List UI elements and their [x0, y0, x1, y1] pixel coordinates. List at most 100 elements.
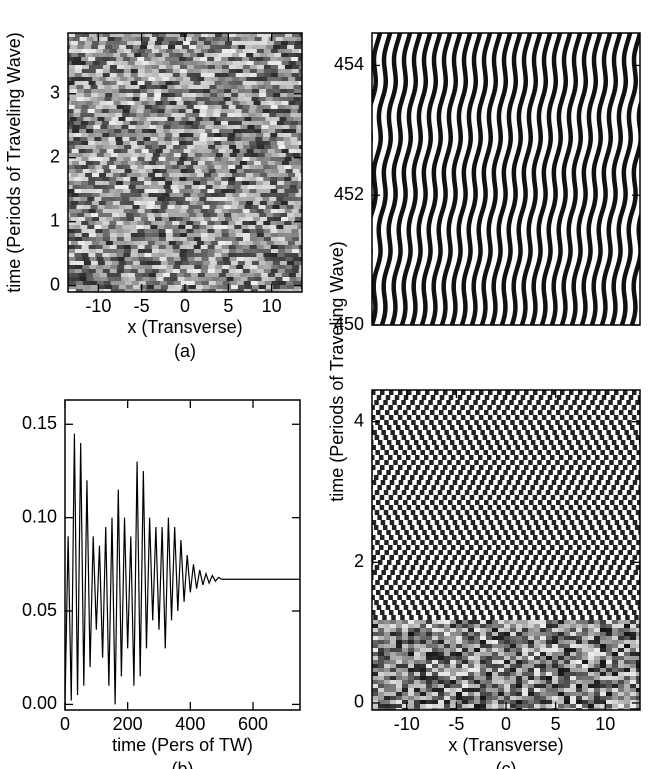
pattern-cell — [498, 652, 505, 657]
pattern-cell — [432, 628, 439, 633]
pattern-cell — [613, 545, 618, 550]
pattern-cell — [416, 415, 421, 420]
pattern-cell — [438, 640, 445, 645]
pattern-cell — [162, 193, 170, 198]
pattern-cell — [456, 620, 463, 625]
pattern-cell — [396, 696, 403, 701]
pattern-cell — [165, 141, 173, 146]
pattern-cell — [398, 585, 403, 590]
pattern-cell — [108, 197, 116, 202]
pattern-cell — [629, 395, 634, 400]
pattern-cell — [528, 510, 533, 515]
pattern-cell — [221, 109, 229, 114]
pattern-cell — [543, 520, 548, 525]
pattern-cell — [100, 61, 108, 66]
pattern-cell — [570, 700, 577, 705]
pattern-cell — [390, 480, 395, 485]
pattern-cell — [116, 253, 124, 258]
pattern-cell — [183, 41, 191, 46]
pattern-cell — [582, 620, 589, 625]
pattern-cell — [214, 57, 222, 62]
pattern-cell — [442, 455, 447, 460]
pattern-cell — [569, 535, 574, 540]
pattern-cell — [186, 221, 194, 226]
pattern-cell — [501, 435, 506, 440]
pattern-cell — [602, 605, 607, 610]
pattern-cell — [432, 680, 439, 685]
pattern-cell — [624, 688, 631, 693]
pattern-cell — [618, 648, 625, 653]
pattern-cell — [289, 161, 297, 166]
pattern-cell — [114, 61, 122, 66]
pattern-cell — [518, 600, 523, 605]
pattern-cell — [208, 209, 216, 214]
pattern-cell — [522, 640, 529, 645]
pattern-cell — [549, 560, 554, 565]
pattern-cell — [380, 495, 385, 500]
pattern-cell — [396, 648, 403, 653]
pattern-cell — [612, 560, 617, 565]
pattern-cell — [501, 420, 506, 425]
pattern-cell — [149, 129, 157, 134]
pattern-cell — [480, 632, 487, 637]
pattern-cell — [96, 265, 104, 270]
x-tick-label: -5 — [134, 296, 150, 316]
pattern-cell — [498, 480, 503, 485]
pattern-cell — [552, 688, 559, 693]
pattern-cell — [594, 680, 601, 685]
pattern-cell — [79, 129, 87, 134]
pattern-cell — [179, 109, 187, 114]
pattern-cell — [115, 225, 123, 230]
pattern-cell — [225, 241, 233, 246]
pattern-cell — [179, 189, 187, 194]
pattern-cell — [501, 565, 506, 570]
pattern-cell — [414, 624, 421, 629]
pattern-cell — [271, 157, 279, 162]
pattern-cell — [600, 668, 607, 673]
pattern-cell — [193, 141, 201, 146]
pattern-cell — [611, 485, 616, 490]
pattern-cell — [570, 620, 577, 625]
pattern-cell — [294, 97, 302, 102]
pattern-cell — [516, 620, 523, 625]
pattern-cell — [210, 45, 218, 50]
pattern-cell — [372, 656, 379, 661]
pattern-cell — [378, 668, 385, 673]
pattern-cell — [426, 700, 433, 705]
pattern-cell — [569, 505, 574, 510]
pattern-cell — [601, 410, 606, 415]
pattern-cell — [540, 628, 547, 633]
pattern-cell — [600, 450, 605, 455]
pattern-cell — [478, 405, 483, 410]
pattern-cell — [227, 185, 235, 190]
pattern-cell — [591, 540, 596, 545]
pattern-cell — [486, 652, 493, 657]
pattern-cell — [117, 105, 125, 110]
pattern-cell — [363, 570, 368, 575]
pattern-cell — [433, 595, 438, 600]
pattern-cell — [116, 165, 124, 170]
pattern-cell — [249, 141, 256, 146]
pattern-cell — [263, 133, 271, 138]
pattern-cell — [211, 53, 219, 58]
pattern-cell — [552, 684, 559, 689]
pattern-cell — [284, 121, 292, 126]
pattern-cell — [264, 49, 272, 54]
pattern-cell — [232, 241, 240, 246]
pattern-cell — [240, 101, 248, 106]
pattern-cell — [516, 692, 523, 697]
pattern-cell — [579, 480, 584, 485]
pattern-cell — [593, 395, 598, 400]
pattern-cell — [560, 445, 565, 450]
pattern-cell — [627, 450, 632, 455]
pattern-cell — [248, 37, 256, 42]
pattern-cell — [221, 189, 229, 194]
pattern-cell — [95, 121, 103, 126]
pattern-cell — [560, 495, 565, 500]
pattern-cell — [106, 41, 114, 46]
pattern-cell — [159, 145, 167, 150]
pattern-cell — [534, 680, 541, 685]
pattern-cell — [558, 656, 565, 661]
pattern-cell — [510, 640, 517, 645]
pattern-cell — [425, 535, 430, 540]
